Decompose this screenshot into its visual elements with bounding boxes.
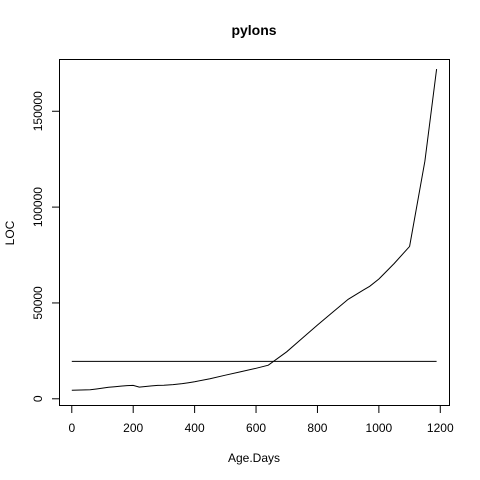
x-tick-label: 200 bbox=[123, 421, 143, 435]
x-tick-label: 1200 bbox=[427, 421, 454, 435]
y-tick-label: 0 bbox=[31, 395, 45, 402]
x-axis: 0 200 400 600 800 1000 1200 bbox=[68, 405, 454, 435]
x-axis-label: Age.Days bbox=[228, 451, 280, 465]
x-tick-label: 0 bbox=[68, 421, 75, 435]
series-line-1 bbox=[71, 69, 438, 391]
x-tick-label: 1000 bbox=[366, 421, 393, 435]
x-tick-label: 800 bbox=[307, 421, 327, 435]
y-tick-label: 150000 bbox=[31, 91, 45, 131]
y-tick-label: 50000 bbox=[31, 286, 45, 320]
y-tick-label: 100000 bbox=[31, 187, 45, 227]
chart-title: pylons bbox=[231, 22, 276, 38]
y-axis-label: LOC bbox=[3, 220, 17, 245]
series-layer bbox=[71, 69, 438, 391]
x-tick-label: 600 bbox=[246, 421, 266, 435]
y-axis: 0 50000 100000 150000 bbox=[31, 91, 60, 402]
x-tick-label: 400 bbox=[185, 421, 205, 435]
